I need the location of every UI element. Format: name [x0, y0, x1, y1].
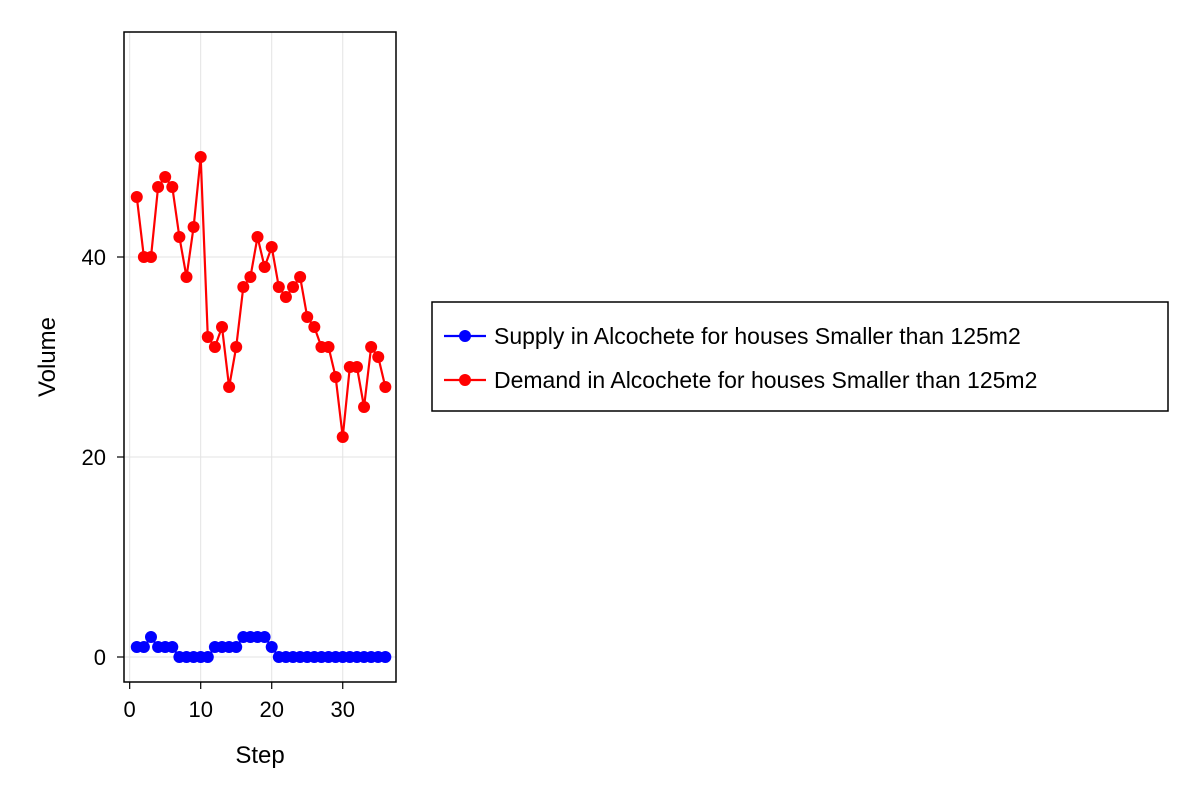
- data-point: [287, 281, 300, 293]
- x-axis-title: Step: [235, 742, 284, 769]
- data-point: [144, 251, 157, 263]
- grid-lines: [124, 32, 396, 682]
- data-point: [322, 341, 335, 353]
- data-point: [294, 271, 307, 283]
- data-point: [336, 431, 349, 443]
- legend-marker: [459, 374, 471, 386]
- data-point: [173, 231, 186, 243]
- x-tick-label: 0: [124, 697, 136, 722]
- data-point: [372, 351, 385, 363]
- data-point: [223, 381, 236, 393]
- legend-marker: [459, 330, 471, 342]
- data-point: [130, 191, 143, 203]
- legend-item: Demand in Alcochete for houses Smaller t…: [444, 367, 1037, 393]
- legend-item: Supply in Alcochete for houses Smaller t…: [444, 323, 1021, 349]
- data-point: [258, 261, 271, 273]
- data-point: [144, 631, 157, 643]
- data-point: [137, 641, 150, 653]
- plot-frame: [123, 31, 397, 683]
- legend-box: [431, 301, 1169, 412]
- legend: Supply in Alcochete for houses Smaller t…: [431, 301, 1169, 412]
- data-point: [279, 291, 292, 303]
- data-point: [166, 641, 179, 653]
- data-point: [152, 181, 165, 193]
- data-point: [216, 321, 229, 333]
- data-point: [159, 171, 172, 183]
- data-point: [308, 321, 321, 333]
- data-point: [358, 401, 371, 413]
- legend-label: Demand in Alcochete for houses Smaller t…: [494, 367, 1037, 393]
- series-line: [135, 156, 387, 438]
- data-point: [187, 221, 200, 233]
- series-layer: [130, 151, 392, 663]
- data-point: [230, 341, 243, 353]
- x-tick-label: 20: [259, 697, 283, 722]
- data-point: [201, 331, 214, 343]
- data-point: [251, 231, 264, 243]
- data-point: [365, 341, 378, 353]
- data-point: [265, 241, 278, 253]
- axis-ticks: 0 10 20 30 0 20 40: [82, 245, 355, 722]
- data-point: [194, 151, 207, 163]
- data-point: [265, 641, 278, 653]
- data-point: [208, 341, 221, 353]
- legend-label: Supply in Alcochete for houses Smaller t…: [494, 323, 1021, 349]
- data-point: [166, 181, 179, 193]
- y-tick-label: 40: [82, 245, 106, 270]
- y-tick-label: 20: [82, 445, 106, 470]
- y-axis-title: Volume: [34, 317, 61, 397]
- data-point: [329, 371, 342, 383]
- series-supply: [130, 631, 392, 663]
- data-point: [258, 631, 271, 643]
- x-tick-label: 10: [188, 697, 212, 722]
- data-point: [301, 311, 314, 323]
- data-point: [272, 281, 285, 293]
- data-point: [230, 641, 243, 653]
- series-demand: [130, 151, 392, 443]
- data-point: [201, 651, 214, 663]
- y-tick-label: 0: [94, 645, 106, 670]
- data-point: [244, 271, 257, 283]
- data-point: [180, 271, 193, 283]
- data-point: [379, 651, 392, 663]
- data-point: [379, 381, 392, 393]
- data-point: [237, 281, 250, 293]
- data-point: [350, 361, 363, 373]
- x-tick-label: 30: [330, 697, 354, 722]
